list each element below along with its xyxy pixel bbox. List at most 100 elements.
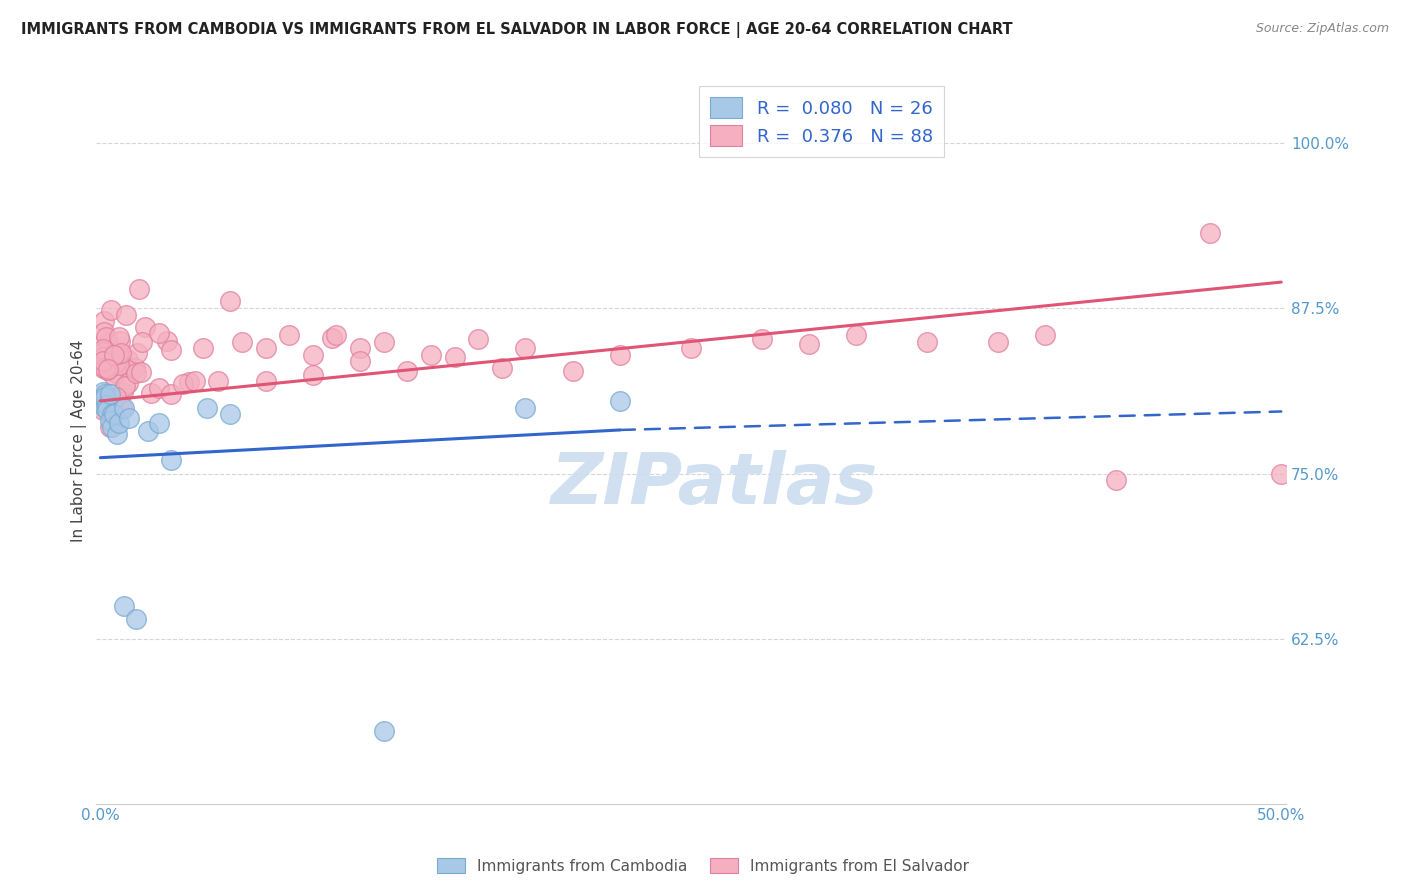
Point: [278, 327, 301, 342]
Point: [396, 363, 419, 377]
Point: [103, 348, 125, 362]
Point: [124, 360, 146, 375]
Point: [373, 334, 395, 349]
Point: [373, 724, 395, 739]
Point: [96, 363, 118, 377]
Point: [148, 381, 170, 395]
Point: [96, 403, 118, 417]
Point: [128, 282, 150, 296]
Point: [420, 348, 443, 362]
Point: [91, 403, 114, 417]
Point: [915, 334, 938, 349]
Point: [112, 401, 135, 415]
Point: [107, 358, 129, 372]
Point: [107, 347, 129, 361]
Point: [97, 362, 120, 376]
Point: [987, 334, 1010, 349]
Point: [98, 387, 121, 401]
Point: [609, 348, 631, 362]
Point: [103, 346, 125, 360]
Point: [91, 345, 114, 359]
Point: [302, 348, 325, 362]
Point: [467, 332, 489, 346]
Text: Source: ZipAtlas.com: Source: ZipAtlas.com: [1256, 22, 1389, 36]
Point: [1199, 226, 1222, 240]
Point: [148, 417, 170, 431]
Point: [129, 365, 152, 379]
Point: [108, 417, 131, 431]
Point: [125, 346, 148, 360]
Point: [101, 358, 124, 372]
Point: [91, 384, 114, 399]
Point: [96, 398, 118, 412]
Point: [101, 368, 124, 383]
Point: [160, 387, 183, 401]
Point: [117, 353, 139, 368]
Point: [207, 374, 229, 388]
Point: [91, 360, 114, 375]
Point: [105, 366, 128, 380]
Legend: Immigrants from Cambodia, Immigrants from El Salvador: Immigrants from Cambodia, Immigrants fro…: [432, 852, 974, 880]
Point: [112, 599, 135, 613]
Point: [797, 337, 820, 351]
Point: [91, 353, 114, 368]
Point: [105, 355, 128, 369]
Legend: R =  0.080   N = 26, R =  0.376   N = 88: R = 0.080 N = 26, R = 0.376 N = 88: [699, 87, 943, 157]
Point: [349, 341, 371, 355]
Point: [1270, 467, 1292, 481]
Point: [751, 332, 773, 346]
Point: [172, 376, 194, 391]
Point: [114, 308, 136, 322]
Point: [115, 360, 138, 375]
Point: [160, 343, 183, 358]
Point: [105, 351, 128, 366]
Point: [1105, 473, 1128, 487]
Text: IMMIGRANTS FROM CAMBODIA VS IMMIGRANTS FROM EL SALVADOR IN LABOR FORCE | AGE 20-: IMMIGRANTS FROM CAMBODIA VS IMMIGRANTS F…: [21, 22, 1012, 38]
Point: [98, 414, 121, 428]
Point: [111, 384, 134, 399]
Point: [114, 378, 136, 392]
Point: [156, 334, 179, 348]
Point: [131, 335, 153, 350]
Point: [125, 612, 148, 626]
Point: [254, 374, 277, 388]
Point: [97, 336, 120, 351]
Point: [254, 341, 277, 355]
Point: [219, 407, 242, 421]
Point: [96, 335, 118, 350]
Point: [515, 341, 537, 355]
Point: [91, 393, 114, 408]
Point: [117, 376, 139, 390]
Point: [93, 314, 115, 328]
Point: [148, 326, 170, 340]
Point: [100, 420, 122, 434]
Point: [97, 358, 120, 372]
Point: [177, 376, 200, 390]
Point: [136, 425, 159, 439]
Point: [103, 407, 125, 421]
Point: [100, 302, 122, 317]
Point: [349, 354, 371, 368]
Point: [91, 343, 114, 357]
Point: [101, 407, 124, 421]
Point: [139, 385, 162, 400]
Point: [100, 356, 122, 370]
Point: [108, 334, 131, 348]
Point: [111, 401, 134, 416]
Point: [94, 390, 117, 404]
Point: [231, 334, 253, 349]
Point: [845, 327, 868, 342]
Point: [105, 426, 128, 441]
Point: [117, 411, 139, 425]
Point: [110, 345, 132, 359]
Text: ZIPatlas: ZIPatlas: [551, 450, 879, 518]
Point: [94, 401, 117, 415]
Point: [302, 368, 325, 382]
Point: [195, 401, 218, 415]
Point: [107, 330, 129, 344]
Point: [104, 390, 127, 404]
Point: [91, 350, 114, 364]
Point: [93, 325, 115, 339]
Point: [609, 393, 631, 408]
Point: [491, 360, 513, 375]
